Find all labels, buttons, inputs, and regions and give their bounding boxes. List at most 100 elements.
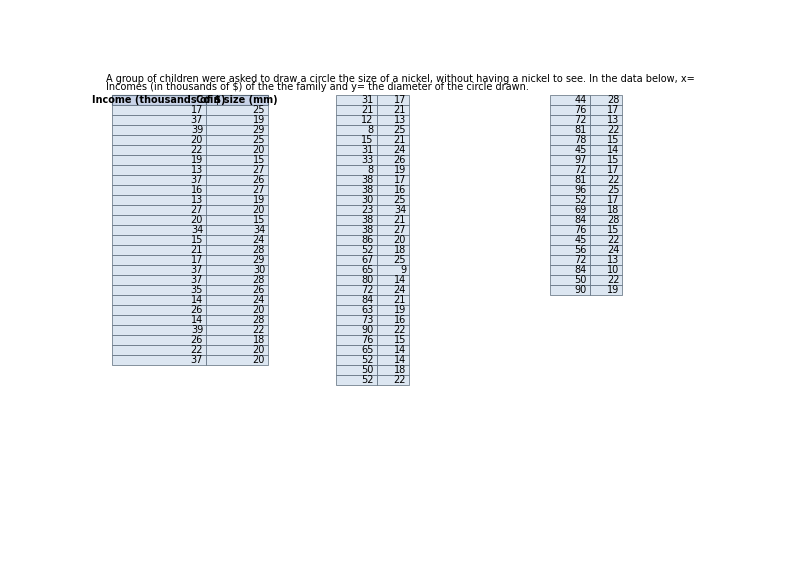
Text: 27: 27 (190, 205, 203, 215)
Bar (112, 115, 206, 125)
Text: 16: 16 (394, 315, 406, 325)
Text: 37: 37 (190, 265, 203, 275)
Text: 24: 24 (394, 145, 406, 155)
Text: 45: 45 (574, 145, 586, 155)
Text: 27: 27 (253, 165, 265, 175)
Bar (336, 275, 377, 285)
Text: 14: 14 (191, 315, 203, 325)
Bar (590, 235, 622, 245)
Bar (206, 95, 268, 105)
Bar (112, 125, 206, 135)
Bar (377, 145, 410, 155)
Text: 24: 24 (253, 235, 265, 245)
Bar (112, 165, 206, 175)
Text: 28: 28 (253, 315, 265, 325)
Text: 39: 39 (191, 125, 203, 135)
Bar (206, 115, 268, 125)
Text: 17: 17 (190, 255, 203, 265)
Text: 25: 25 (253, 105, 265, 115)
Bar (112, 325, 206, 335)
Bar (206, 315, 268, 325)
Bar (336, 375, 377, 385)
Bar (112, 245, 206, 255)
Text: 17: 17 (394, 95, 406, 105)
Bar (377, 285, 410, 295)
Bar (550, 235, 590, 245)
Bar (336, 345, 377, 355)
Bar (336, 315, 377, 325)
Bar (112, 315, 206, 325)
Bar (112, 335, 206, 345)
Text: 26: 26 (253, 175, 265, 185)
Bar (336, 225, 377, 235)
Bar (206, 245, 268, 255)
Text: 18: 18 (394, 365, 406, 375)
Bar (550, 275, 590, 285)
Text: 80: 80 (362, 275, 374, 285)
Bar (377, 155, 410, 165)
Bar (590, 145, 622, 155)
Text: 22: 22 (606, 235, 619, 245)
Bar (377, 345, 410, 355)
Text: 8: 8 (367, 165, 374, 175)
Text: 34: 34 (394, 205, 406, 215)
Bar (336, 265, 377, 275)
Text: 25: 25 (394, 125, 406, 135)
Text: 26: 26 (253, 285, 265, 295)
Text: 22: 22 (394, 325, 406, 335)
Bar (336, 175, 377, 185)
Text: 21: 21 (394, 105, 406, 115)
Text: 22: 22 (606, 125, 619, 135)
Text: 76: 76 (574, 105, 586, 115)
Text: 69: 69 (574, 205, 586, 215)
Bar (550, 185, 590, 195)
Text: 8: 8 (367, 125, 374, 135)
Text: 81: 81 (574, 125, 586, 135)
Bar (336, 245, 377, 255)
Text: 37: 37 (190, 355, 203, 365)
Text: 15: 15 (607, 135, 619, 145)
Text: 14: 14 (607, 145, 619, 155)
Bar (377, 175, 410, 185)
Text: 72: 72 (574, 255, 586, 265)
Bar (550, 255, 590, 265)
Text: 30: 30 (253, 265, 265, 275)
Text: 44: 44 (574, 95, 586, 105)
Bar (206, 255, 268, 265)
Bar (550, 265, 590, 275)
Bar (590, 195, 622, 205)
Text: 26: 26 (190, 335, 203, 345)
Text: 15: 15 (362, 135, 374, 145)
Text: 24: 24 (253, 295, 265, 305)
Bar (336, 185, 377, 195)
Bar (336, 115, 377, 125)
Bar (336, 255, 377, 265)
Bar (377, 305, 410, 315)
Bar (550, 115, 590, 125)
Text: 22: 22 (190, 145, 203, 155)
Text: 50: 50 (574, 275, 586, 285)
Bar (377, 125, 410, 135)
Bar (112, 305, 206, 315)
Bar (112, 175, 206, 185)
Bar (550, 165, 590, 175)
Bar (590, 115, 622, 125)
Bar (377, 265, 410, 275)
Text: 25: 25 (394, 195, 406, 205)
Bar (206, 155, 268, 165)
Text: 29: 29 (253, 125, 265, 135)
Bar (112, 235, 206, 245)
Bar (336, 155, 377, 165)
Text: 15: 15 (394, 335, 406, 345)
Text: 14: 14 (394, 275, 406, 285)
Bar (206, 345, 268, 355)
Bar (377, 235, 410, 245)
Text: 72: 72 (361, 285, 374, 295)
Bar (590, 95, 622, 105)
Text: 35: 35 (190, 285, 203, 295)
Text: 20: 20 (190, 135, 203, 145)
Bar (550, 125, 590, 135)
Text: 37: 37 (190, 115, 203, 125)
Bar (336, 205, 377, 215)
Text: 20: 20 (253, 145, 265, 155)
